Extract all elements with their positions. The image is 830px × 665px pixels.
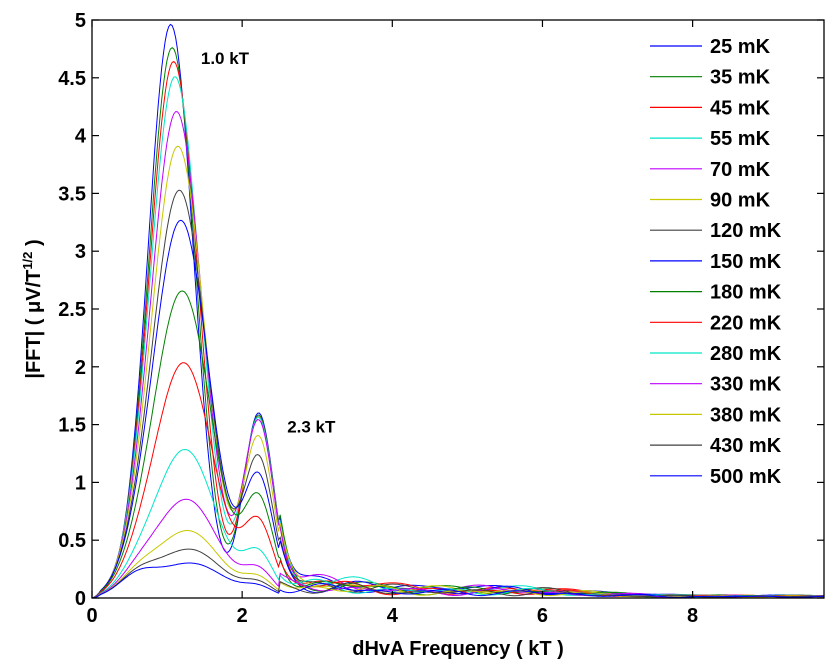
x-tick-label: 8	[687, 605, 698, 627]
x-tick-label: 4	[387, 605, 399, 627]
legend-label: 180 mK	[710, 282, 782, 304]
y-tick-label: 3.5	[58, 183, 86, 205]
x-tick-label: 6	[537, 605, 548, 627]
x-axis: 0 2 4 6 8	[86, 20, 698, 627]
x-tick-label: 0	[86, 605, 97, 627]
legend-label: 55 mK	[710, 128, 771, 150]
y-tick-label: 3	[75, 241, 86, 263]
y-tick-label: 2.5	[58, 299, 86, 321]
x-axis-title: dHvA Frequency ( kT )	[352, 638, 564, 660]
legend-label: 90 mK	[710, 190, 771, 212]
legend-label: 330 mK	[710, 374, 782, 396]
y-tick-label: 2	[75, 357, 86, 379]
legend-label: 35 mK	[710, 67, 771, 89]
peak-label: 2.3 kT	[287, 418, 336, 437]
legend-label: 280 mK	[710, 343, 782, 365]
y-axis-title: |FFT| ( μV/T1/2 )	[20, 239, 45, 378]
y-axis-title-prefix: |FFT| ( μV/T	[23, 270, 45, 379]
y-tick-label: 1	[75, 472, 86, 494]
legend-label: 500 mK	[710, 466, 782, 488]
y-tick-label: 4	[75, 126, 87, 148]
legend-label: 25 mK	[710, 36, 771, 58]
y-axis-title-suffix: )	[23, 239, 45, 251]
plot-lines	[92, 23, 824, 598]
y-tick-label: 0	[75, 588, 86, 610]
y-tick-label: 1.5	[58, 415, 86, 437]
legend-label: 380 mK	[710, 404, 782, 426]
legend-label: 430 mK	[710, 435, 782, 457]
y-tick-label: 5	[75, 10, 86, 32]
legend-label: 120 mK	[710, 220, 782, 242]
legend-label: 220 mK	[710, 312, 782, 334]
legend-label: 70 mK	[710, 159, 771, 181]
y-tick-label: 0.5	[58, 530, 86, 552]
y-tick-label: 4.5	[58, 68, 86, 90]
x-tick-label: 2	[237, 605, 248, 627]
peak-label: 1.0 kT	[201, 49, 250, 68]
y-axis: 0 0.5 1 1.5 2 2.5 3 3.5 4 4.5 5	[58, 10, 824, 610]
legend-label: 150 mK	[710, 251, 782, 273]
peak-annotations: 1.0 kT 2.3 kT	[201, 49, 336, 437]
legend: 25 mK 35 mK 45 mK 55 mK 70 mK 90 mK 120 mK 150 …	[650, 36, 782, 488]
series-line	[92, 562, 824, 598]
y-axis-title-superscript: 1/2	[20, 252, 35, 270]
legend-label: 45 mK	[710, 97, 771, 119]
